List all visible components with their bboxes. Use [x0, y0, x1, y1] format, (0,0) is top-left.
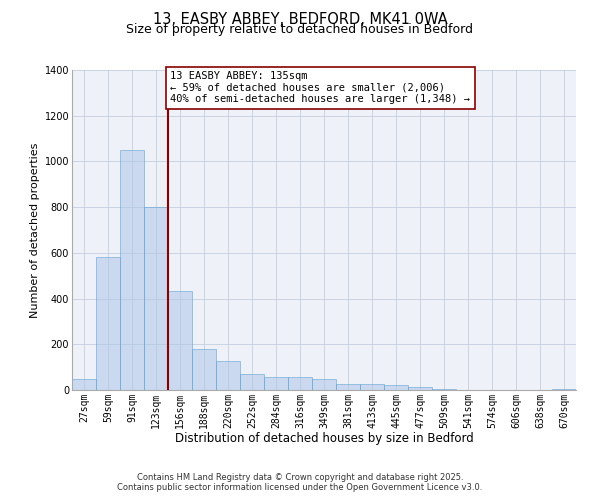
Bar	[408, 386, 432, 390]
Text: Size of property relative to detached houses in Bedford: Size of property relative to detached ho…	[127, 22, 473, 36]
Bar	[240, 374, 264, 390]
Text: 13 EASBY ABBEY: 135sqm
← 59% of detached houses are smaller (2,006)
40% of semi-: 13 EASBY ABBEY: 135sqm ← 59% of detached…	[170, 71, 470, 104]
Bar	[96, 258, 120, 390]
X-axis label: Distribution of detached houses by size in Bedford: Distribution of detached houses by size …	[175, 432, 473, 445]
Bar	[120, 150, 144, 390]
Bar	[192, 349, 216, 390]
Bar	[168, 290, 192, 390]
Bar	[216, 362, 240, 390]
Bar	[432, 389, 456, 390]
Bar	[288, 378, 312, 390]
Bar	[144, 207, 168, 390]
Y-axis label: Number of detached properties: Number of detached properties	[31, 142, 40, 318]
Text: 13, EASBY ABBEY, BEDFORD, MK41 0WA: 13, EASBY ABBEY, BEDFORD, MK41 0WA	[152, 12, 448, 28]
Text: Contains public sector information licensed under the Open Government Licence v3: Contains public sector information licen…	[118, 484, 482, 492]
Bar	[264, 378, 288, 390]
Bar	[336, 384, 360, 390]
Bar	[360, 384, 384, 390]
Bar	[72, 378, 96, 390]
Bar	[384, 386, 408, 390]
Text: Contains HM Land Registry data © Crown copyright and database right 2025.: Contains HM Land Registry data © Crown c…	[137, 474, 463, 482]
Bar	[312, 378, 336, 390]
